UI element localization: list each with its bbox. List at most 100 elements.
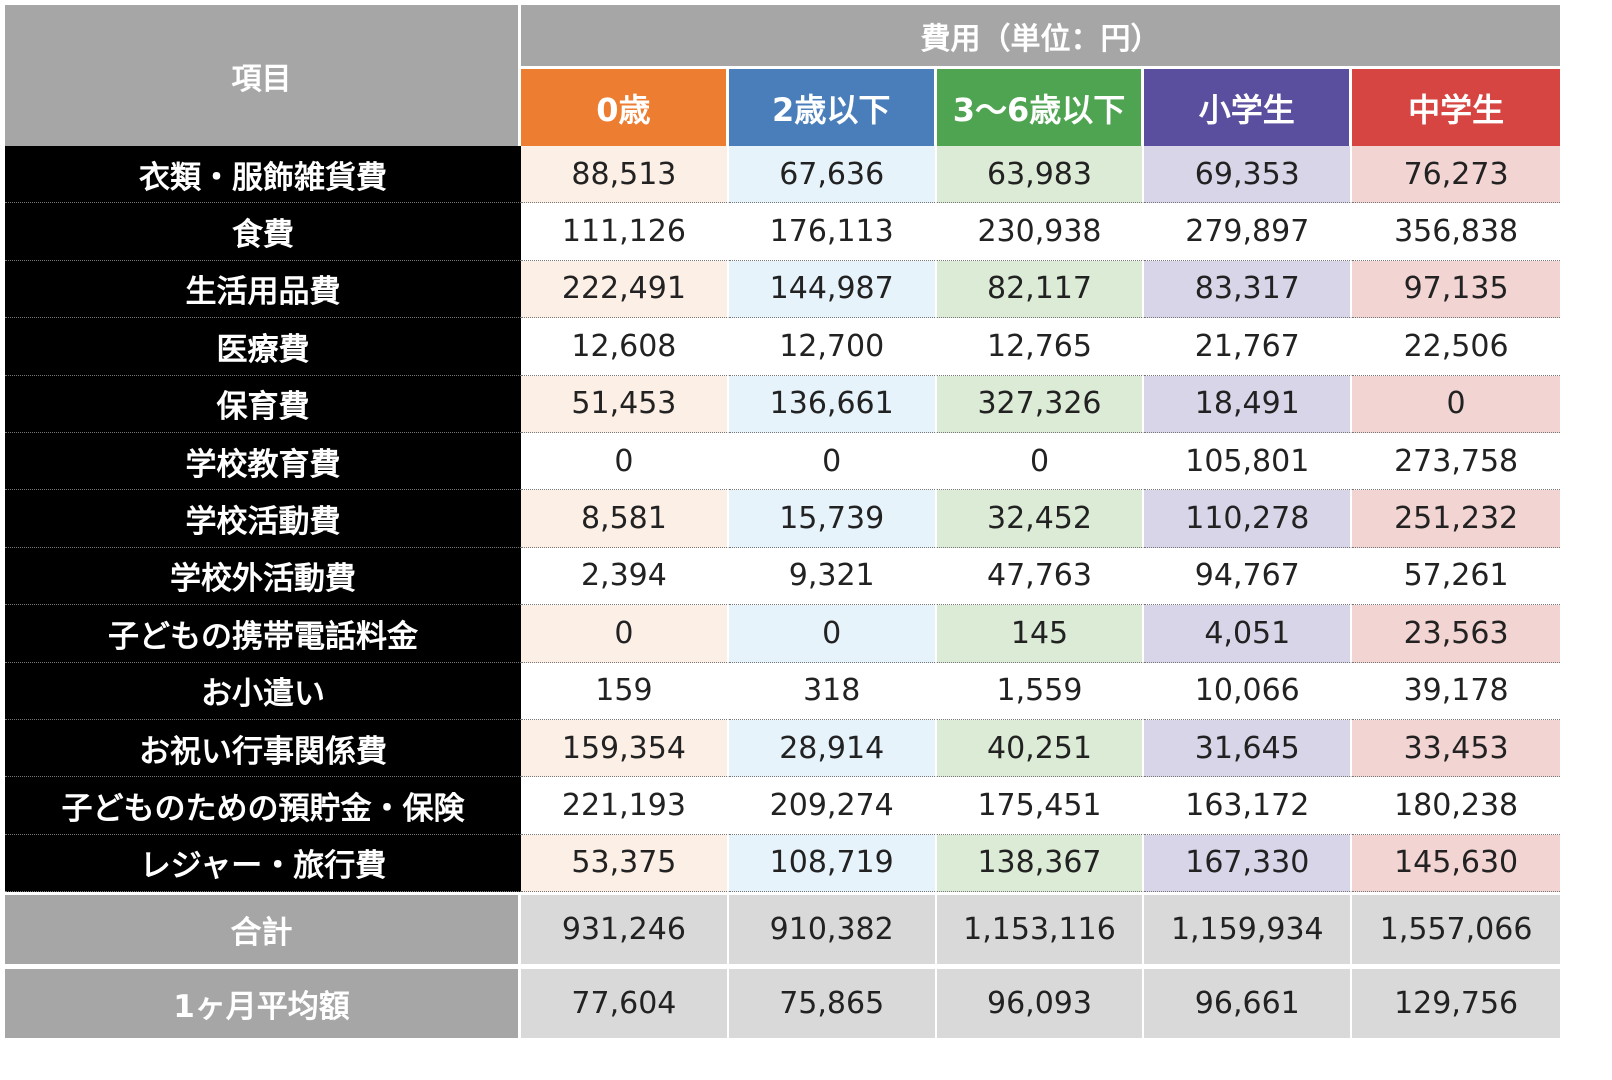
table-cell: 0 (728, 605, 937, 663)
table-cell: 0 (728, 432, 937, 491)
table-cell: 222,491 (521, 260, 729, 319)
table-cell: 21,767 (1144, 318, 1353, 376)
age-column-header: 小学生 (1144, 69, 1353, 146)
table-cell: 63,983 (936, 146, 1145, 204)
summary-cell: 77,604 (521, 966, 729, 1041)
row-label: 衣類・服飾雑貨費 (5, 146, 521, 204)
table-cell: 12,765 (936, 318, 1145, 376)
table-cell: 1,559 (936, 662, 1145, 720)
age-column-header: 0歳 (521, 69, 729, 146)
table-row: お小遣い 159 318 1,559 10,066 39,178 (5, 662, 1560, 720)
table-cell: 23,563 (1352, 605, 1560, 663)
row-label: 子どもの携帯電話料金 (5, 605, 521, 663)
summary-cell: 1,159,934 (1144, 892, 1353, 967)
table-cell: 69,353 (1144, 146, 1353, 204)
table-row: 保育費 51,453 136,661 327,326 18,491 0 (5, 375, 1560, 433)
summary-label: 合計 (5, 892, 521, 967)
table-cell: 67,636 (728, 146, 937, 204)
table-row: 衣類・服飾雑貨費 88,513 67,636 63,983 69,353 76,273 (5, 146, 1560, 204)
table-cell: 83,317 (1144, 260, 1353, 319)
table-row: 食費 111,126 176,113 230,938 279,897 356,838 (5, 203, 1560, 261)
row-label: 学校活動費 (5, 490, 521, 548)
table-cell: 176,113 (728, 203, 937, 261)
table-cell: 82,117 (936, 260, 1145, 319)
summary-cell: 1,557,066 (1352, 892, 1560, 967)
table-row: 学校活動費 8,581 15,739 32,452 110,278 251,232 (5, 490, 1560, 548)
table-cell: 111,126 (521, 203, 729, 261)
summary-cell: 96,093 (936, 966, 1145, 1041)
table-cell: 57,261 (1352, 547, 1560, 606)
table-cell: 167,330 (1144, 834, 1353, 893)
child-cost-table: 項目 費用（単位：円） 0歳 2歳以下 3〜6歳以下 小学生 中学生 衣類・服飾雑貨費 8… (5, 5, 1560, 1041)
header-row-top: 項目 費用（単位：円） (5, 5, 1560, 146)
table-row: レジャー・旅行費 53,375 108,719 138,367 167,330 145,6… (5, 834, 1560, 893)
table-cell: 9,321 (728, 547, 937, 606)
table-cell: 230,938 (936, 203, 1145, 261)
table-cell: 136,661 (728, 375, 937, 433)
row-label: お祝い行事関係費 (5, 719, 521, 778)
item-column-header: 項目 (5, 5, 521, 146)
summary-body: 合計 931,246 910,382 1,153,116 1,159,934 1,557,… (5, 892, 1560, 1041)
summary-cell: 1,153,116 (936, 892, 1145, 967)
table-cell: 12,700 (728, 318, 937, 376)
table-row: お祝い行事関係費 159,354 28,914 40,251 31,645 33,453 (5, 719, 1560, 778)
table-cell: 327,326 (936, 375, 1145, 433)
summary-row: 1ヶ月平均額 77,604 75,865 96,093 96,661 129,756 (5, 966, 1560, 1041)
table-cell: 0 (1352, 375, 1560, 433)
table-cell: 31,645 (1144, 719, 1353, 778)
table-row: 医療費 12,608 12,700 12,765 21,767 22,506 (5, 318, 1560, 376)
table-cell: 110,278 (1144, 490, 1353, 548)
table-cell: 32,452 (936, 490, 1145, 548)
table-cell: 273,758 (1352, 432, 1560, 491)
table-cell: 356,838 (1352, 203, 1560, 261)
table-cell: 180,238 (1352, 777, 1560, 835)
table-header: 項目 費用（単位：円） 0歳 2歳以下 3〜6歳以下 小学生 中学生 (5, 5, 1560, 146)
table-cell: 279,897 (1144, 203, 1353, 261)
age-column-header: 3〜6歳以下 (936, 69, 1145, 146)
table-cell: 12,608 (521, 318, 729, 376)
row-label: 学校外活動費 (5, 547, 521, 606)
table-cell: 159 (521, 662, 729, 720)
table-cell: 209,274 (728, 777, 937, 835)
summary-cell: 931,246 (521, 892, 729, 967)
summary-label: 1ヶ月平均額 (5, 966, 521, 1041)
table-cell: 76,273 (1352, 146, 1560, 204)
table-row: 学校教育費 0 0 0 105,801 273,758 (5, 432, 1560, 491)
table-cell: 145 (936, 605, 1145, 663)
summary-cell: 910,382 (728, 892, 937, 967)
table-cell: 163,172 (1144, 777, 1353, 835)
table-cell: 159,354 (521, 719, 729, 778)
table-body: 衣類・服飾雑貨費 88,513 67,636 63,983 69,353 76,273 食費… (5, 146, 1560, 893)
row-label: 保育費 (5, 375, 521, 433)
age-column-header: 中学生 (1352, 69, 1560, 146)
table-cell: 28,914 (728, 719, 937, 778)
table-cell: 15,739 (728, 490, 937, 548)
table-cell: 94,767 (1144, 547, 1353, 606)
table-row: 子どもの携帯電話料金 0 0 145 4,051 23,563 (5, 605, 1560, 663)
table-cell: 105,801 (1144, 432, 1353, 491)
summary-cell: 96,661 (1144, 966, 1353, 1041)
row-label: レジャー・旅行費 (5, 834, 521, 893)
summary-cell: 75,865 (728, 966, 937, 1041)
table-row: 生活用品費 222,491 144,987 82,117 83,317 97,135 (5, 260, 1560, 319)
table-cell: 145,630 (1352, 834, 1560, 893)
row-label: 子どものための預貯金・保険 (5, 777, 521, 835)
table-cell: 251,232 (1352, 490, 1560, 548)
table-cell: 51,453 (521, 375, 729, 433)
row-label: 生活用品費 (5, 260, 521, 319)
table-cell: 2,394 (521, 547, 729, 606)
age-header-row: 0歳 2歳以下 3〜6歳以下 小学生 中学生 (5, 69, 1560, 146)
table-cell: 4,051 (1144, 605, 1353, 663)
table-cell: 10,066 (1144, 662, 1353, 720)
summary-row: 合計 931,246 910,382 1,153,116 1,159,934 1,557,… (5, 892, 1560, 967)
table-row: 学校外活動費 2,394 9,321 47,763 94,767 57,261 (5, 547, 1560, 606)
row-label: 食費 (5, 203, 521, 261)
table-cell: 33,453 (1352, 719, 1560, 778)
table-cell: 0 (521, 605, 729, 663)
table-cell: 221,193 (521, 777, 729, 835)
table-cell: 47,763 (936, 547, 1145, 606)
row-label: 学校教育費 (5, 432, 521, 491)
table-row: 子どものための預貯金・保険 221,193 209,274 175,451 163,17… (5, 777, 1560, 835)
table-cell: 8,581 (521, 490, 729, 548)
table-cell: 18,491 (1144, 375, 1353, 433)
